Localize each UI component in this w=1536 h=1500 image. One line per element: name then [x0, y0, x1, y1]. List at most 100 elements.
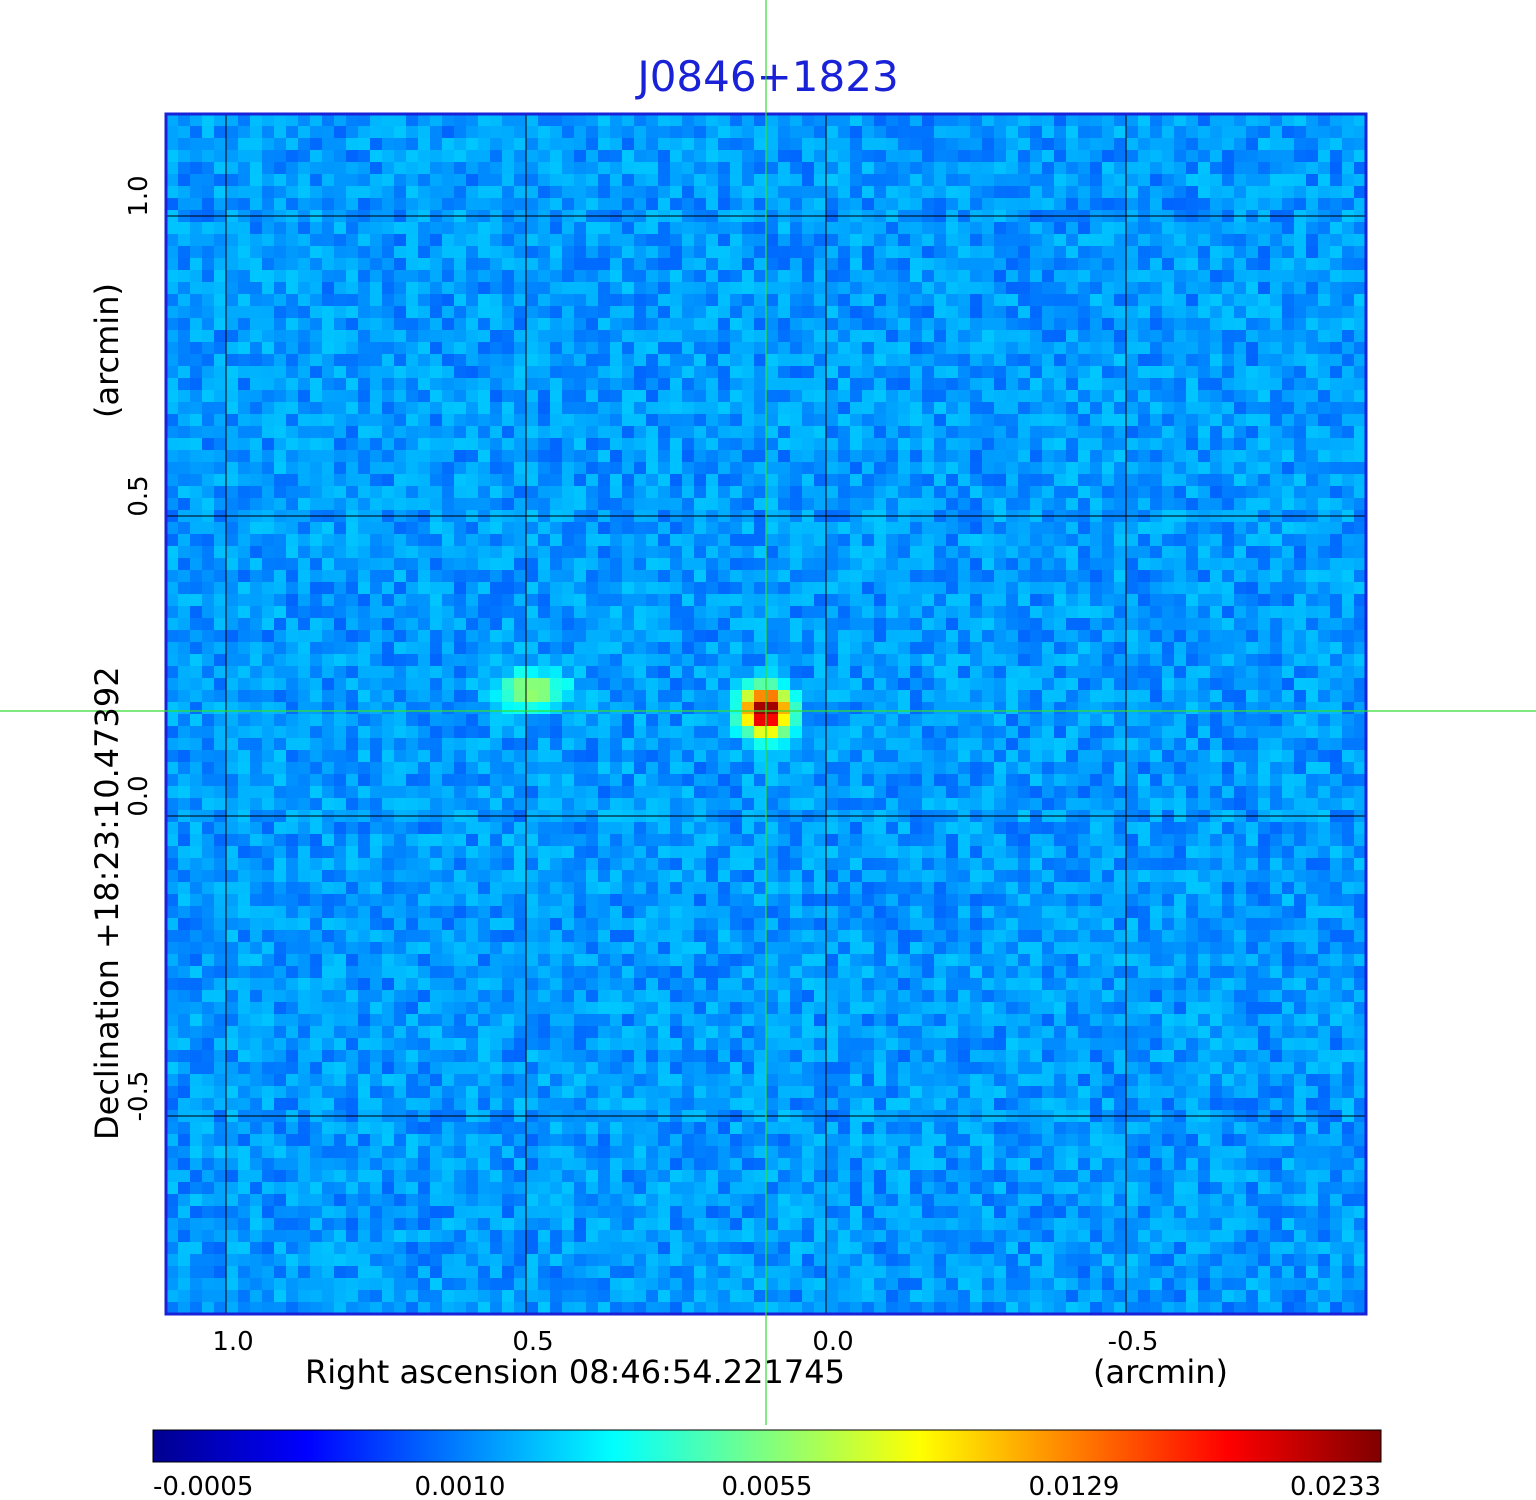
heatmap-cell [670, 330, 683, 343]
heatmap-cell [502, 234, 515, 247]
heatmap-cell [910, 498, 923, 511]
heatmap-cell [874, 342, 887, 355]
heatmap-cell [454, 558, 467, 571]
heatmap-cell [1198, 690, 1211, 703]
heatmap-cell [778, 354, 791, 367]
heatmap-cell [850, 198, 863, 211]
heatmap-cell [1306, 294, 1319, 307]
heatmap-cell [1198, 666, 1211, 679]
heatmap-cell [730, 174, 743, 187]
heatmap-cell [190, 138, 203, 151]
heatmap-cell [610, 378, 623, 391]
heatmap-cell [718, 450, 731, 463]
heatmap-cell [826, 666, 839, 679]
heatmap-cell [490, 402, 503, 415]
heatmap-cell [298, 630, 311, 643]
heatmap-cell [1258, 174, 1271, 187]
heatmap-cell [1342, 630, 1355, 643]
heatmap-cell [538, 666, 551, 679]
heatmap-cell [1006, 222, 1019, 235]
heatmap-cell [358, 474, 371, 487]
heatmap-cell [502, 618, 515, 631]
heatmap-cell [1114, 462, 1127, 475]
heatmap-cell [742, 534, 755, 547]
heatmap-cell [466, 222, 479, 235]
heatmap-cell [1306, 498, 1319, 511]
heatmap-cell [574, 630, 587, 643]
heatmap-cell [958, 198, 971, 211]
heatmap-cell [970, 270, 983, 283]
heatmap-cell [1210, 414, 1223, 427]
heatmap-cell [718, 282, 731, 295]
heatmap-cell [526, 114, 539, 127]
heatmap-cell [742, 450, 755, 463]
heatmap-cell [1030, 234, 1043, 247]
heatmap-cell [910, 390, 923, 403]
heatmap-cell [310, 126, 323, 139]
heatmap-cell [958, 186, 971, 199]
heatmap-cell [286, 462, 299, 475]
heatmap-cell [238, 462, 251, 475]
heatmap-cell [1102, 126, 1115, 139]
heatmap-cell [754, 234, 767, 247]
heatmap-cell [478, 498, 491, 511]
heatmap-cell [262, 642, 275, 655]
heatmap-cell [274, 630, 287, 643]
heatmap-cell [1306, 462, 1319, 475]
heatmap-cell [1018, 162, 1031, 175]
heatmap-cell [922, 294, 935, 307]
heatmap-cell [922, 366, 935, 379]
heatmap-cell [526, 342, 539, 355]
heatmap-cell [778, 450, 791, 463]
heatmap-cell [1102, 390, 1115, 403]
heatmap-cell [526, 246, 539, 259]
heatmap-cell [910, 282, 923, 295]
heatmap-cell [382, 150, 395, 163]
heatmap-cell [322, 498, 335, 511]
heatmap-cell [538, 150, 551, 163]
heatmap-cell [1066, 666, 1079, 679]
heatmap-cell [610, 498, 623, 511]
heatmap-cell [1006, 642, 1019, 655]
heatmap-cell [610, 114, 623, 127]
heatmap-cell [1258, 366, 1271, 379]
heatmap-cell [1090, 462, 1103, 475]
heatmap-cell [1138, 570, 1151, 583]
heatmap-cell [262, 342, 275, 355]
heatmap-cell [334, 390, 347, 403]
heatmap-cell [478, 186, 491, 199]
heatmap-cell [814, 486, 827, 499]
heatmap-cell [1114, 522, 1127, 535]
heatmap-cell [634, 690, 647, 703]
heatmap-cell [1162, 150, 1175, 163]
heatmap-cell [178, 282, 191, 295]
heatmap-cell [1330, 306, 1343, 319]
heatmap-cell [322, 606, 335, 619]
heatmap-cell [802, 138, 815, 151]
heatmap-cell [622, 126, 635, 139]
heatmap-cell [358, 174, 371, 187]
heatmap-cell [1090, 342, 1103, 355]
heatmap-cell [202, 366, 215, 379]
heatmap-cell [538, 198, 551, 211]
heatmap-cell [1066, 582, 1079, 595]
heatmap-cell [394, 606, 407, 619]
heatmap-cell [418, 234, 431, 247]
heatmap-cell [250, 414, 263, 427]
heatmap-cell [1138, 558, 1151, 571]
heatmap-cell [490, 474, 503, 487]
heatmap-cell [1270, 138, 1283, 151]
heatmap-cell [838, 378, 851, 391]
heatmap-cell [298, 150, 311, 163]
heatmap-cell [298, 390, 311, 403]
heatmap-cell [646, 162, 659, 175]
heatmap-cell [622, 462, 635, 475]
heatmap-cell [514, 450, 527, 463]
heatmap-cell [274, 450, 287, 463]
heatmap-cell [1270, 618, 1283, 631]
heatmap-cell [418, 582, 431, 595]
heatmap-cell [238, 450, 251, 463]
heatmap-cell [1138, 306, 1151, 319]
heatmap-cell [586, 354, 599, 367]
heatmap-cell [1330, 474, 1343, 487]
